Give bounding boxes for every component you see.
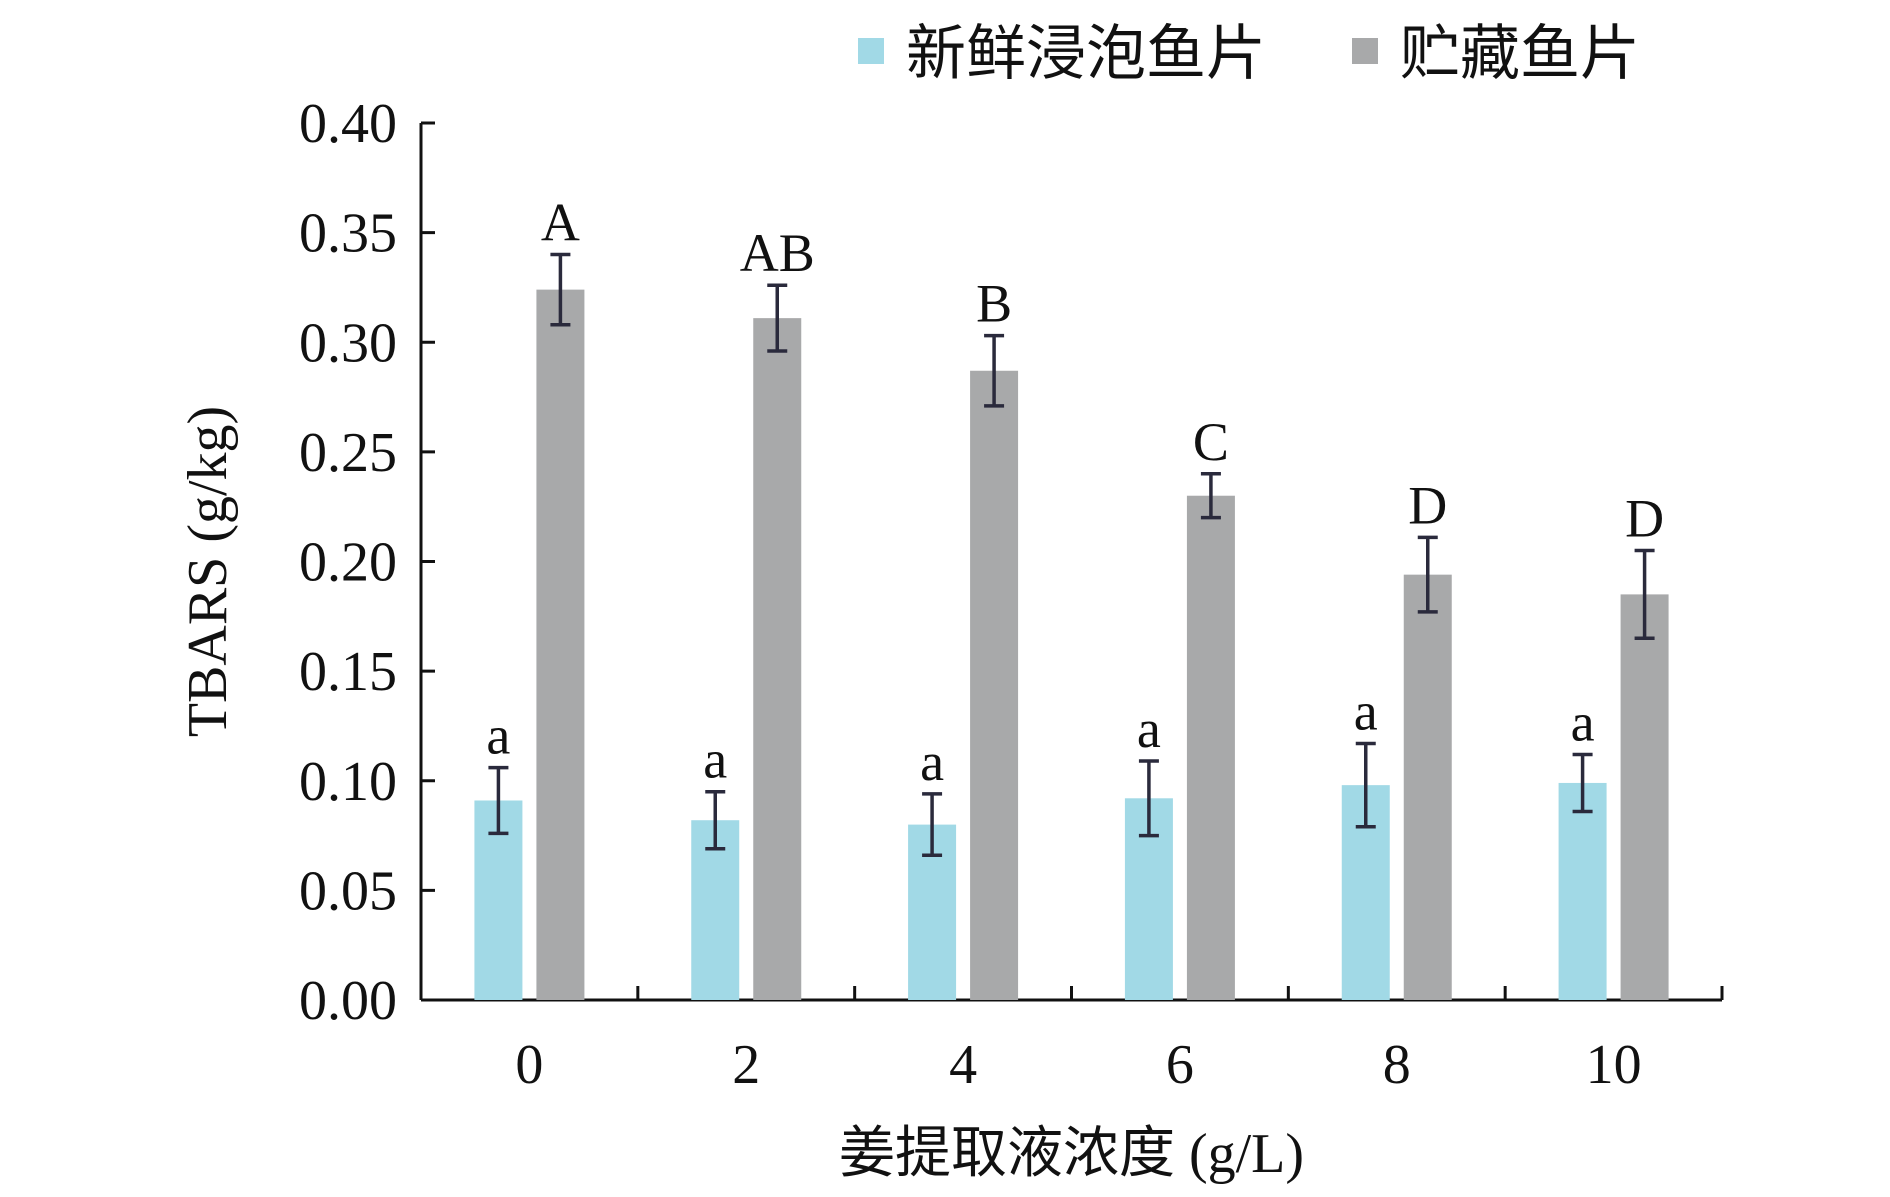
y-tick-label: 0.20 [299, 532, 397, 594]
x-axis: 0 2 4 6 8 10 [421, 986, 1724, 1096]
significance-label: a [1354, 681, 1378, 741]
y-tick-label: 0.00 [299, 970, 397, 1032]
y-tick-label: 0.35 [299, 203, 397, 265]
bar-series2-6 [1186, 495, 1235, 1000]
legend-label: 新鲜浸泡鱼片 [906, 21, 1266, 87]
bar-series2-4 [970, 370, 1019, 1000]
bar-series2-2 [753, 318, 802, 1000]
x-axis-title: 姜提取液浓度 (g/L) [839, 1123, 1304, 1185]
significance-label: a [920, 732, 944, 792]
bars [474, 289, 1669, 1000]
y-tick-label: 0.25 [299, 422, 397, 484]
x-tick-label: 0 [515, 1034, 543, 1096]
significance-label: A [541, 193, 580, 253]
x-tick-label: 10 [1586, 1034, 1642, 1096]
significance-labels: a a a a a a A AB B C D D [486, 193, 1664, 792]
significance-label: a [1571, 692, 1595, 752]
error-bars [488, 252, 1655, 858]
y-tick-label: 0.05 [299, 860, 397, 922]
bar-series2-8 [1403, 574, 1452, 1000]
significance-label: D [1408, 475, 1447, 535]
y-tick-label: 0.40 [299, 93, 397, 155]
x-tick-label: 6 [1166, 1034, 1194, 1096]
legend: 新鲜浸泡鱼片 贮藏鱼片 [858, 21, 1640, 87]
y-axis-title: TBARS (g/kg) [177, 406, 239, 737]
x-tick-label: 4 [949, 1034, 977, 1096]
y-axis: 0.00 0.05 0.10 0.15 0.20 0.25 0.30 0.35 0.40 [299, 93, 435, 1032]
bar-series1-10 [1558, 782, 1607, 1000]
legend-swatch [1352, 38, 1378, 64]
significance-label: a [703, 730, 727, 790]
y-tick-label: 0.30 [299, 312, 397, 374]
legend-label: 贮藏鱼片 [1400, 21, 1640, 87]
x-tick-label: 8 [1383, 1034, 1411, 1096]
significance-label: a [1137, 699, 1161, 759]
significance-label: a [486, 706, 510, 766]
significance-label: D [1625, 489, 1664, 549]
bar-series2-0 [536, 289, 585, 1000]
y-tick-label: 0.15 [299, 641, 397, 703]
significance-label: C [1193, 412, 1229, 472]
bar-series2-10 [1620, 594, 1669, 1000]
significance-label: B [976, 274, 1012, 334]
significance-label: AB [740, 223, 815, 283]
legend-swatch [858, 38, 884, 64]
x-tick-label: 2 [732, 1034, 760, 1096]
y-tick-label: 0.10 [299, 751, 397, 813]
